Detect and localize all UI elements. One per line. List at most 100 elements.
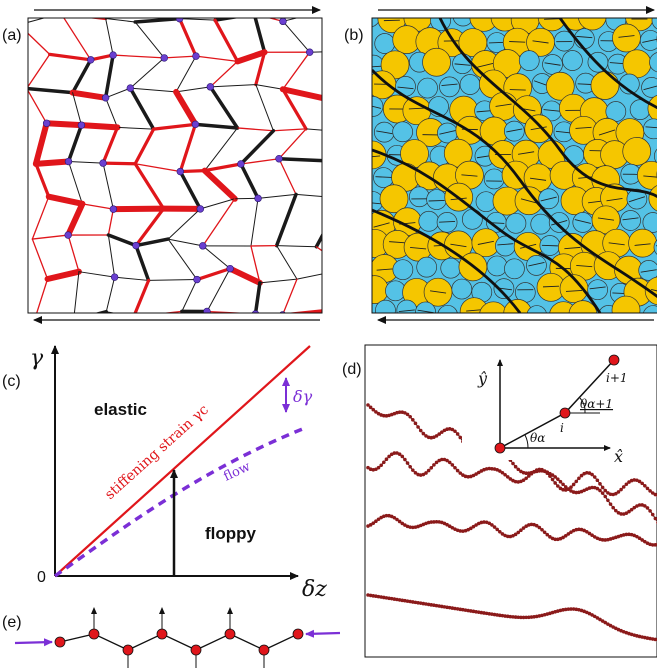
inset-node-i1-label: i+1 bbox=[606, 371, 628, 385]
network-node bbox=[175, 18, 184, 23]
chain-bead bbox=[445, 427, 449, 431]
network-bond bbox=[67, 234, 80, 273]
chain-bead bbox=[384, 596, 389, 600]
network-bond bbox=[134, 163, 181, 173]
network-a bbox=[28, 7, 330, 314]
chain-bead bbox=[556, 477, 560, 481]
chain-bead bbox=[653, 543, 657, 547]
chain-bead bbox=[590, 472, 594, 477]
chain-bead bbox=[508, 614, 513, 619]
contact-line bbox=[574, 219, 591, 224]
chain-bead bbox=[548, 474, 552, 478]
chain-bead bbox=[571, 607, 576, 611]
chain-bead bbox=[516, 467, 521, 472]
chain-bead bbox=[437, 604, 441, 608]
chain-bead bbox=[624, 511, 629, 515]
chain-bead bbox=[442, 605, 447, 609]
chain-bead bbox=[540, 527, 544, 532]
chain-bead bbox=[650, 543, 655, 547]
contact-line bbox=[506, 128, 523, 133]
packing-disk bbox=[415, 301, 436, 313]
chain-bead bbox=[590, 613, 594, 617]
chain-bead bbox=[495, 527, 499, 532]
packing-disk bbox=[530, 213, 552, 235]
network-bond bbox=[167, 238, 198, 281]
packing-disk bbox=[486, 255, 508, 277]
network-bond bbox=[276, 245, 298, 280]
network-bond bbox=[105, 276, 116, 313]
chain-bead bbox=[434, 434, 439, 438]
chain-bead bbox=[587, 531, 592, 536]
chain-bead bbox=[418, 428, 423, 433]
force-chain bbox=[438, 18, 657, 199]
network-node bbox=[323, 307, 330, 314]
chain-bead bbox=[650, 491, 655, 495]
network-bond bbox=[28, 89, 48, 124]
chain-bead bbox=[461, 607, 465, 612]
network-bond bbox=[128, 86, 156, 131]
chain-bead bbox=[500, 613, 505, 618]
network-node bbox=[203, 307, 211, 313]
force-chain bbox=[372, 148, 602, 313]
chain-bead bbox=[429, 520, 434, 524]
chain-bead bbox=[627, 532, 631, 537]
chain-bead bbox=[392, 597, 397, 601]
chain-bead bbox=[503, 472, 507, 477]
network-bond bbox=[129, 87, 177, 93]
contact-line bbox=[532, 40, 549, 44]
chain-bead bbox=[556, 484, 560, 488]
contact-line bbox=[529, 177, 547, 181]
network-bond bbox=[209, 84, 257, 88]
chain-bead bbox=[471, 609, 476, 614]
chain-bead bbox=[542, 469, 547, 473]
network-bond bbox=[278, 158, 297, 196]
inset-node-i bbox=[559, 407, 571, 419]
e-chain-node bbox=[54, 636, 66, 648]
contact-line bbox=[564, 246, 581, 250]
compression-arrow-left bbox=[14, 638, 53, 647]
contact-line bbox=[575, 126, 592, 129]
frame-d bbox=[364, 344, 657, 658]
packing-disk bbox=[459, 74, 481, 95]
packing-disk bbox=[375, 299, 396, 313]
contact-line bbox=[397, 86, 414, 90]
network-bond bbox=[179, 18, 216, 21]
chain-bead bbox=[474, 609, 478, 614]
chain-bead bbox=[445, 605, 449, 610]
packing-disk bbox=[379, 184, 409, 214]
contact-line bbox=[520, 198, 538, 204]
chain-bead bbox=[643, 504, 647, 508]
chain-bead bbox=[397, 519, 402, 524]
contact-line bbox=[544, 18, 561, 20]
chain-bead bbox=[408, 414, 412, 419]
contact-line bbox=[634, 243, 651, 246]
network-bond bbox=[314, 232, 322, 249]
chain-bead bbox=[447, 524, 452, 528]
chain-bead bbox=[411, 525, 415, 530]
packing-disk bbox=[418, 210, 440, 232]
chain-bead bbox=[624, 532, 629, 537]
chain-bead bbox=[640, 538, 644, 542]
network-bond bbox=[250, 197, 259, 247]
contact-line bbox=[439, 221, 456, 223]
e-chain-node bbox=[258, 644, 270, 656]
network-bond bbox=[34, 162, 51, 199]
chain-bead bbox=[637, 503, 642, 507]
network-node bbox=[322, 7, 329, 14]
packing-disk bbox=[503, 120, 525, 142]
contact-line bbox=[497, 243, 514, 246]
chain-bead bbox=[490, 466, 494, 471]
chain-bead bbox=[424, 602, 428, 606]
inset-angle-a-label: θα bbox=[530, 431, 545, 445]
packing-disk bbox=[526, 255, 547, 276]
network-bond bbox=[65, 200, 86, 239]
network-node bbox=[126, 84, 135, 92]
network-bond bbox=[282, 51, 311, 90]
network-bond bbox=[255, 84, 274, 132]
network-bond bbox=[107, 208, 115, 236]
chain-bead bbox=[595, 486, 600, 491]
network-bond bbox=[177, 18, 198, 58]
network-bond bbox=[213, 18, 240, 64]
network-bond bbox=[134, 207, 166, 248]
chain-bead bbox=[563, 533, 568, 538]
